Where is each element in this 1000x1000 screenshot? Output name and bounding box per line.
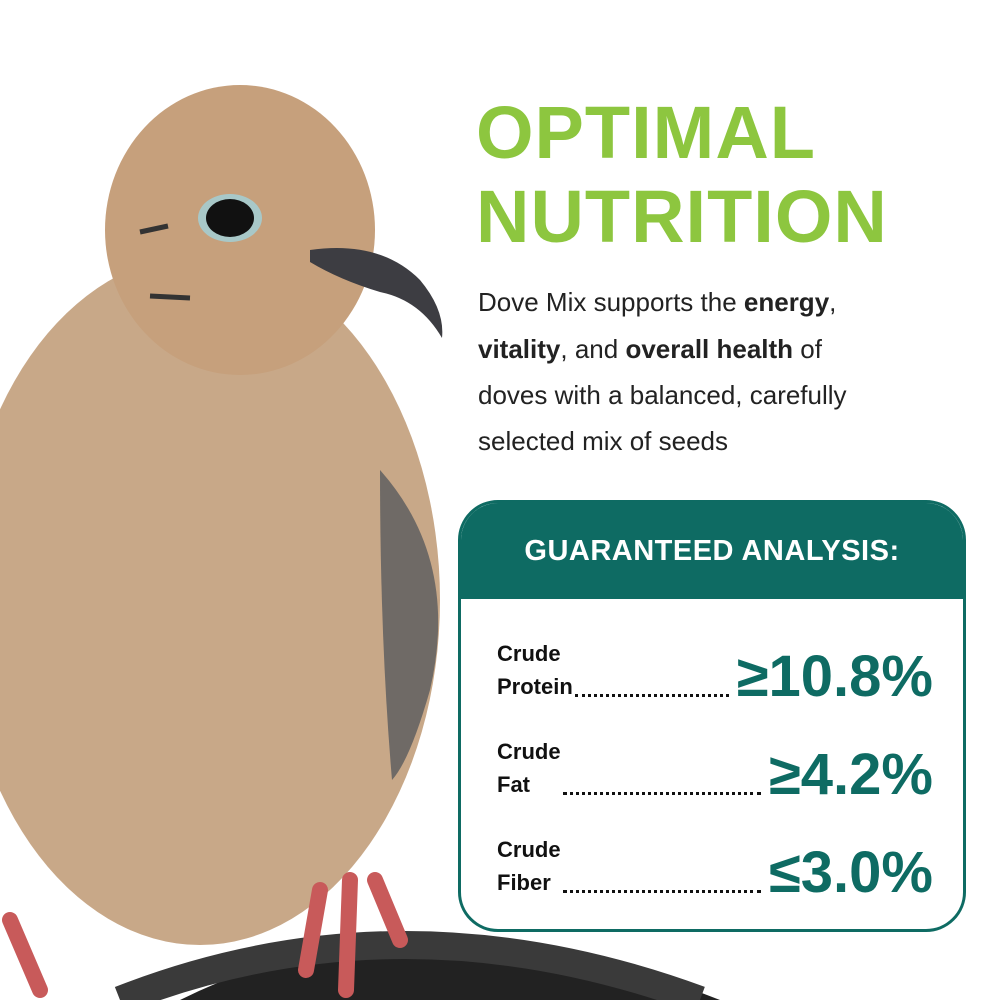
analysis-box: GUARANTEED ANALYSIS: Crude Protein ≥10.8%… xyxy=(458,500,966,932)
dove-body xyxy=(0,255,440,945)
analysis-title: GUARANTEED ANALYSIS: xyxy=(461,503,963,599)
analysis-row: Crude Protein ≥10.8% xyxy=(497,633,933,709)
text: selected mix of seeds xyxy=(478,426,729,456)
dove-wing xyxy=(380,470,439,780)
label-line: Crude xyxy=(497,837,561,862)
row-label: Crude Fat xyxy=(497,735,561,801)
label-line: Fiber xyxy=(497,870,551,895)
row-value: ≥4.2% xyxy=(768,741,933,807)
text: of xyxy=(793,334,822,364)
dot-leader xyxy=(574,694,729,697)
bold-text: energy xyxy=(743,287,830,317)
row-value: ≤3.0% xyxy=(768,839,933,905)
label-line: Crude xyxy=(497,739,561,764)
heading: NUTRITION xyxy=(476,175,888,258)
dove-eye xyxy=(206,199,254,237)
heading: OPTIMAL xyxy=(476,91,816,174)
row-value: ≥10.8% xyxy=(736,643,933,709)
text: , xyxy=(829,287,837,317)
dove-marks xyxy=(139,223,191,301)
dot-leader xyxy=(562,890,761,893)
text: doves with a balanced, carefully xyxy=(478,380,847,410)
analysis-row: Crude Fat ≥4.2% xyxy=(497,731,933,807)
row-label: Crude Fiber xyxy=(497,833,561,899)
bold-text: overall health xyxy=(625,334,794,364)
description-line: selected mix of seeds xyxy=(478,428,728,454)
description-line: Dove Mix supports the energy, xyxy=(478,289,836,315)
analysis-row: Crude Fiber ≤3.0% xyxy=(497,829,933,905)
description-line: doves with a balanced, carefully xyxy=(478,382,847,408)
text: Dove Mix supports the xyxy=(478,287,744,317)
bold-text: vitality xyxy=(478,334,561,364)
description-line: vitality, and overall health of xyxy=(478,336,822,362)
dove-beak xyxy=(310,248,443,338)
dove-feet xyxy=(2,872,408,998)
dot-leader xyxy=(562,792,761,795)
text: , and xyxy=(560,334,626,364)
label-line: Fat xyxy=(497,772,530,797)
label-line: Protein xyxy=(497,674,573,699)
label-line: Crude xyxy=(497,641,561,666)
row-label: Crude Protein xyxy=(497,637,573,703)
